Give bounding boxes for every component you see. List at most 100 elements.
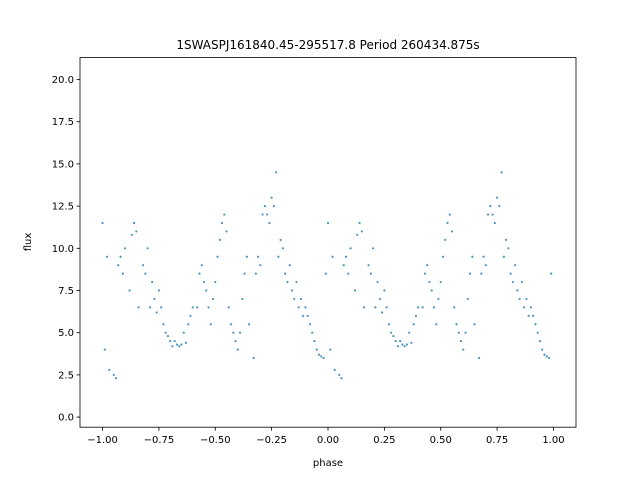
- data-point: [313, 340, 316, 343]
- data-point: [399, 340, 402, 343]
- data-point: [462, 348, 465, 351]
- data-point: [369, 272, 372, 275]
- data-point: [198, 272, 201, 275]
- data-point: [182, 331, 185, 334]
- data-point: [164, 331, 167, 334]
- data-point: [516, 289, 519, 292]
- data-point: [205, 289, 208, 292]
- data-point: [284, 272, 287, 275]
- data-point: [148, 306, 151, 309]
- x-tick-label: 0.75: [486, 435, 508, 446]
- data-point: [105, 255, 109, 258]
- data-point: [401, 343, 404, 346]
- data-point: [277, 255, 280, 258]
- data-point: [367, 264, 370, 267]
- data-point: [135, 230, 138, 233]
- data-point: [157, 289, 161, 292]
- data-point: [234, 340, 237, 343]
- data-point: [408, 331, 411, 334]
- x-tick-label: −0.50: [200, 435, 231, 446]
- data-point: [119, 255, 122, 258]
- data-point: [446, 221, 449, 225]
- data-point: [103, 348, 106, 351]
- x-tick-label: −1.00: [87, 435, 118, 446]
- data-point: [547, 356, 551, 360]
- data-point: [412, 323, 415, 326]
- data-point: [263, 205, 266, 208]
- data-point: [376, 280, 379, 284]
- data-point: [550, 272, 553, 275]
- data-point: [261, 213, 264, 216]
- data-point: [541, 348, 544, 351]
- data-point: [254, 272, 257, 275]
- data-point: [200, 264, 203, 267]
- data-point: [349, 247, 352, 250]
- data-point: [378, 297, 381, 301]
- data-point: [525, 297, 528, 301]
- data-point: [232, 331, 235, 334]
- data-point: [299, 297, 303, 301]
- data-point: [358, 221, 361, 225]
- data-point: [306, 314, 309, 317]
- y-tick-label: 20.0: [52, 75, 74, 86]
- data-point: [437, 297, 440, 301]
- data-point: [329, 348, 332, 351]
- data-point: [191, 306, 194, 309]
- data-point: [229, 323, 233, 326]
- data-point: [527, 314, 530, 317]
- data-point: [275, 171, 278, 174]
- data-point: [381, 311, 384, 314]
- x-tick-label: 1.00: [542, 435, 564, 446]
- data-point: [227, 306, 230, 309]
- data-point: [435, 323, 438, 326]
- data-point: [538, 340, 542, 343]
- data-point: [320, 355, 323, 358]
- data-point: [468, 272, 472, 275]
- data-point: [529, 306, 533, 309]
- data-point: [114, 377, 118, 380]
- data-point: [160, 306, 163, 309]
- data-point: [108, 368, 111, 371]
- data-point: [220, 221, 224, 225]
- data-point: [101, 221, 104, 225]
- data-point: [302, 314, 305, 317]
- data-point: [315, 348, 318, 351]
- data-point: [387, 323, 390, 326]
- data-point: [266, 213, 269, 216]
- data-point: [128, 289, 131, 292]
- y-tick-label: 2.5: [58, 370, 74, 381]
- data-point: [281, 247, 285, 250]
- data-point: [209, 323, 212, 326]
- data-point: [308, 323, 312, 326]
- data-point: [322, 356, 325, 360]
- data-point: [532, 314, 535, 317]
- data-point: [511, 280, 514, 284]
- data-point: [356, 233, 359, 236]
- data-point: [405, 343, 409, 346]
- data-point: [259, 264, 262, 267]
- data-point: [137, 306, 140, 309]
- data-point: [184, 341, 188, 344]
- data-point: [173, 340, 176, 343]
- data-point: [444, 238, 447, 241]
- data-point: [430, 289, 433, 292]
- data-point: [518, 297, 521, 301]
- data-point: [214, 280, 217, 284]
- scatter-points: [101, 171, 553, 380]
- data-point: [390, 331, 393, 334]
- x-tick-label: −0.25: [256, 435, 287, 446]
- data-point: [187, 323, 190, 326]
- data-point: [509, 272, 512, 275]
- data-point: [347, 272, 350, 275]
- data-point: [439, 280, 442, 284]
- y-axis-label: flux: [23, 233, 34, 252]
- data-point: [295, 280, 298, 284]
- data-point: [491, 213, 494, 216]
- y-tick-label: 15.0: [52, 159, 74, 170]
- data-point: [180, 343, 183, 346]
- data-point: [155, 311, 158, 314]
- data-point: [123, 247, 127, 250]
- data-point: [121, 272, 124, 275]
- y-tick-label: 12.5: [52, 202, 74, 213]
- data-point: [153, 297, 156, 301]
